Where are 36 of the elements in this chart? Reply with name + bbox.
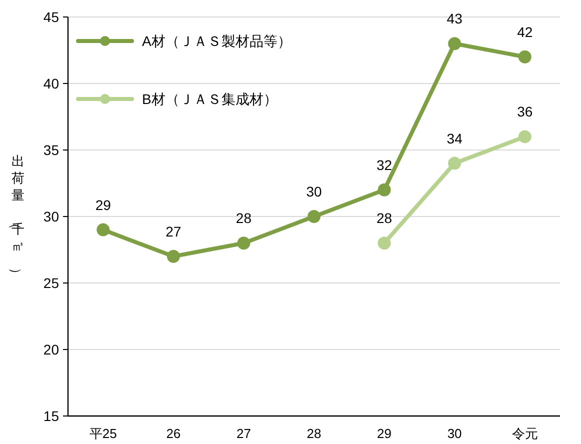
point — [96, 223, 110, 236]
legend-label: A材（ＪＡＳ製材品等） — [142, 33, 292, 49]
point — [518, 130, 532, 144]
x-tick-label: 27 — [236, 426, 251, 441]
x-tick-label: 26 — [166, 426, 181, 441]
x-tick-label: 平25 — [89, 426, 117, 441]
point — [308, 210, 320, 223]
point — [237, 236, 250, 250]
point — [378, 183, 391, 196]
y-tick-label: 35 — [43, 142, 60, 158]
data-label: 28 — [236, 210, 252, 226]
data-label: 43 — [446, 10, 463, 27]
y-tick-label: 45 — [43, 9, 60, 25]
data-label: 42 — [517, 24, 533, 40]
point — [378, 236, 391, 250]
y-tick-label: 20 — [43, 342, 60, 358]
point — [448, 37, 462, 50]
y-tick-label: 30 — [43, 208, 60, 224]
data-label: 32 — [376, 156, 392, 173]
point — [166, 250, 180, 263]
point — [518, 50, 532, 64]
y-tick-label: 25 — [43, 275, 60, 291]
x-tick-label: 29 — [377, 426, 392, 441]
y-tick-label: 15 — [43, 408, 60, 424]
point — [448, 156, 462, 170]
x-tick-label: 令元 — [512, 426, 538, 441]
data-label: 29 — [95, 196, 112, 213]
x-tick-label: 28 — [306, 426, 322, 441]
data-label: 34 — [446, 130, 463, 146]
data-label: 27 — [166, 223, 182, 240]
y-tick-label: 40 — [43, 76, 60, 92]
legend-label: B材（ＪＡＳ集成材） — [142, 91, 278, 107]
data-label: 28 — [376, 210, 392, 226]
data-label: 30 — [306, 184, 322, 200]
data-label: 36 — [517, 104, 533, 120]
x-tick-label: 30 — [447, 426, 462, 441]
